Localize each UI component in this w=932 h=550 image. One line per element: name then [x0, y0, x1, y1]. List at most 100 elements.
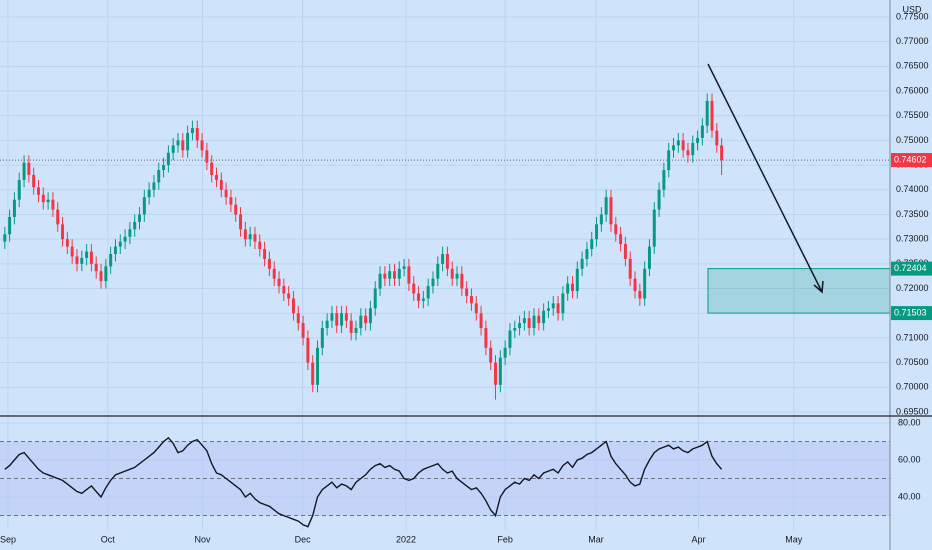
- forecast-arrow: [707, 63, 824, 294]
- candle-body: [229, 197, 233, 205]
- candle-body: [22, 162, 26, 180]
- candle-body: [556, 303, 560, 314]
- candle-body: [70, 246, 74, 257]
- candle-body: [8, 216, 12, 235]
- candle-body: [311, 362, 315, 385]
- candle-body: [417, 293, 421, 301]
- x-tick-label: Mar: [588, 534, 604, 544]
- candle-body: [498, 357, 502, 385]
- candle-body: [359, 315, 363, 329]
- candle-body: [590, 239, 594, 250]
- candle-body: [575, 268, 579, 292]
- candle-body: [542, 310, 546, 324]
- x-tick-label: May: [785, 534, 803, 544]
- candle-body: [662, 170, 666, 190]
- candle-body: [561, 293, 565, 314]
- candle-body: [325, 320, 329, 329]
- candle-body: [479, 313, 483, 329]
- candle-body: [248, 234, 252, 240]
- candle-body: [200, 140, 204, 151]
- price-pane: [0, 93, 891, 400]
- candle-body: [686, 150, 690, 156]
- y-tick-label: 0.77500: [896, 11, 929, 21]
- x-tick-label: Dec: [295, 534, 312, 544]
- candle-body: [354, 328, 358, 333]
- y-tick-label: 0.70000: [896, 382, 929, 392]
- candle-body: [383, 273, 387, 279]
- candle-body: [46, 199, 50, 203]
- candle-body: [628, 258, 632, 279]
- candle-body: [205, 150, 209, 163]
- candle-body: [80, 257, 84, 264]
- y-tick-label: 0.71000: [896, 332, 929, 342]
- candle-body: [277, 278, 281, 287]
- candle-body: [397, 268, 401, 279]
- candle-body: [316, 347, 320, 385]
- candle-body: [421, 298, 425, 301]
- y-tick-label: 0.76500: [896, 61, 929, 71]
- candle-body: [296, 313, 300, 324]
- candle-body: [195, 128, 199, 141]
- candle-body: [301, 323, 305, 338]
- x-tick-label: Oct: [101, 534, 116, 544]
- y-tick-label: 0.73500: [896, 209, 929, 219]
- y-tick-label: 0.72000: [896, 283, 929, 293]
- candle-body: [623, 244, 627, 259]
- candle-body: [162, 165, 166, 171]
- candle-body: [715, 130, 719, 146]
- candle-body: [27, 162, 31, 175]
- y-tick-label: 80.00: [898, 417, 921, 427]
- candle-body: [89, 251, 93, 264]
- candle-body: [436, 263, 440, 279]
- candle-body: [412, 283, 416, 294]
- candle-body: [696, 137, 700, 143]
- x-tick-label: Sep: [0, 534, 16, 544]
- candle-body: [263, 249, 267, 259]
- candle-body: [373, 288, 377, 309]
- candle-body: [691, 142, 695, 156]
- candle-body: [619, 234, 623, 245]
- candle-body: [551, 303, 555, 309]
- candle-body: [609, 197, 613, 225]
- candle-body: [532, 315, 536, 329]
- candle-body: [537, 315, 541, 324]
- y-tick-label: 40.00: [898, 491, 921, 501]
- candle-body: [349, 320, 353, 333]
- candle-body: [118, 241, 122, 247]
- candle-body: [465, 288, 469, 296]
- candle-body: [133, 221, 137, 230]
- candle-body: [450, 268, 454, 279]
- candle-body: [407, 266, 411, 284]
- candle-body: [595, 224, 599, 240]
- x-tick-label: 2022: [396, 534, 416, 544]
- candle-body: [705, 100, 709, 126]
- rsi-line: [4, 436, 723, 528]
- y-tick-label: 0.77000: [896, 36, 929, 46]
- candle-body: [123, 236, 127, 242]
- candle-body: [647, 246, 651, 269]
- candle-body: [214, 174, 218, 180]
- zone-bottom-label: 0.71503: [894, 307, 927, 317]
- candle-body: [484, 328, 488, 348]
- candle-body: [368, 308, 372, 324]
- candle-body: [166, 152, 170, 166]
- candle-body: [109, 253, 113, 267]
- candle-body: [330, 313, 334, 321]
- candle-body: [320, 328, 324, 348]
- candle-body: [455, 273, 459, 279]
- candle-body: [566, 283, 570, 294]
- candle-body: [99, 271, 103, 282]
- candle-body: [243, 229, 247, 240]
- candle-body: [147, 189, 151, 198]
- candle-body: [657, 189, 661, 210]
- candle-body: [445, 253, 449, 269]
- candle-body: [700, 125, 704, 138]
- candle-body: [3, 234, 7, 242]
- candle-body: [272, 268, 276, 279]
- candle-body: [306, 337, 310, 363]
- candle-body: [94, 263, 98, 272]
- candle-body: [710, 100, 714, 131]
- candle-body: [41, 194, 45, 203]
- candle-body: [580, 258, 584, 269]
